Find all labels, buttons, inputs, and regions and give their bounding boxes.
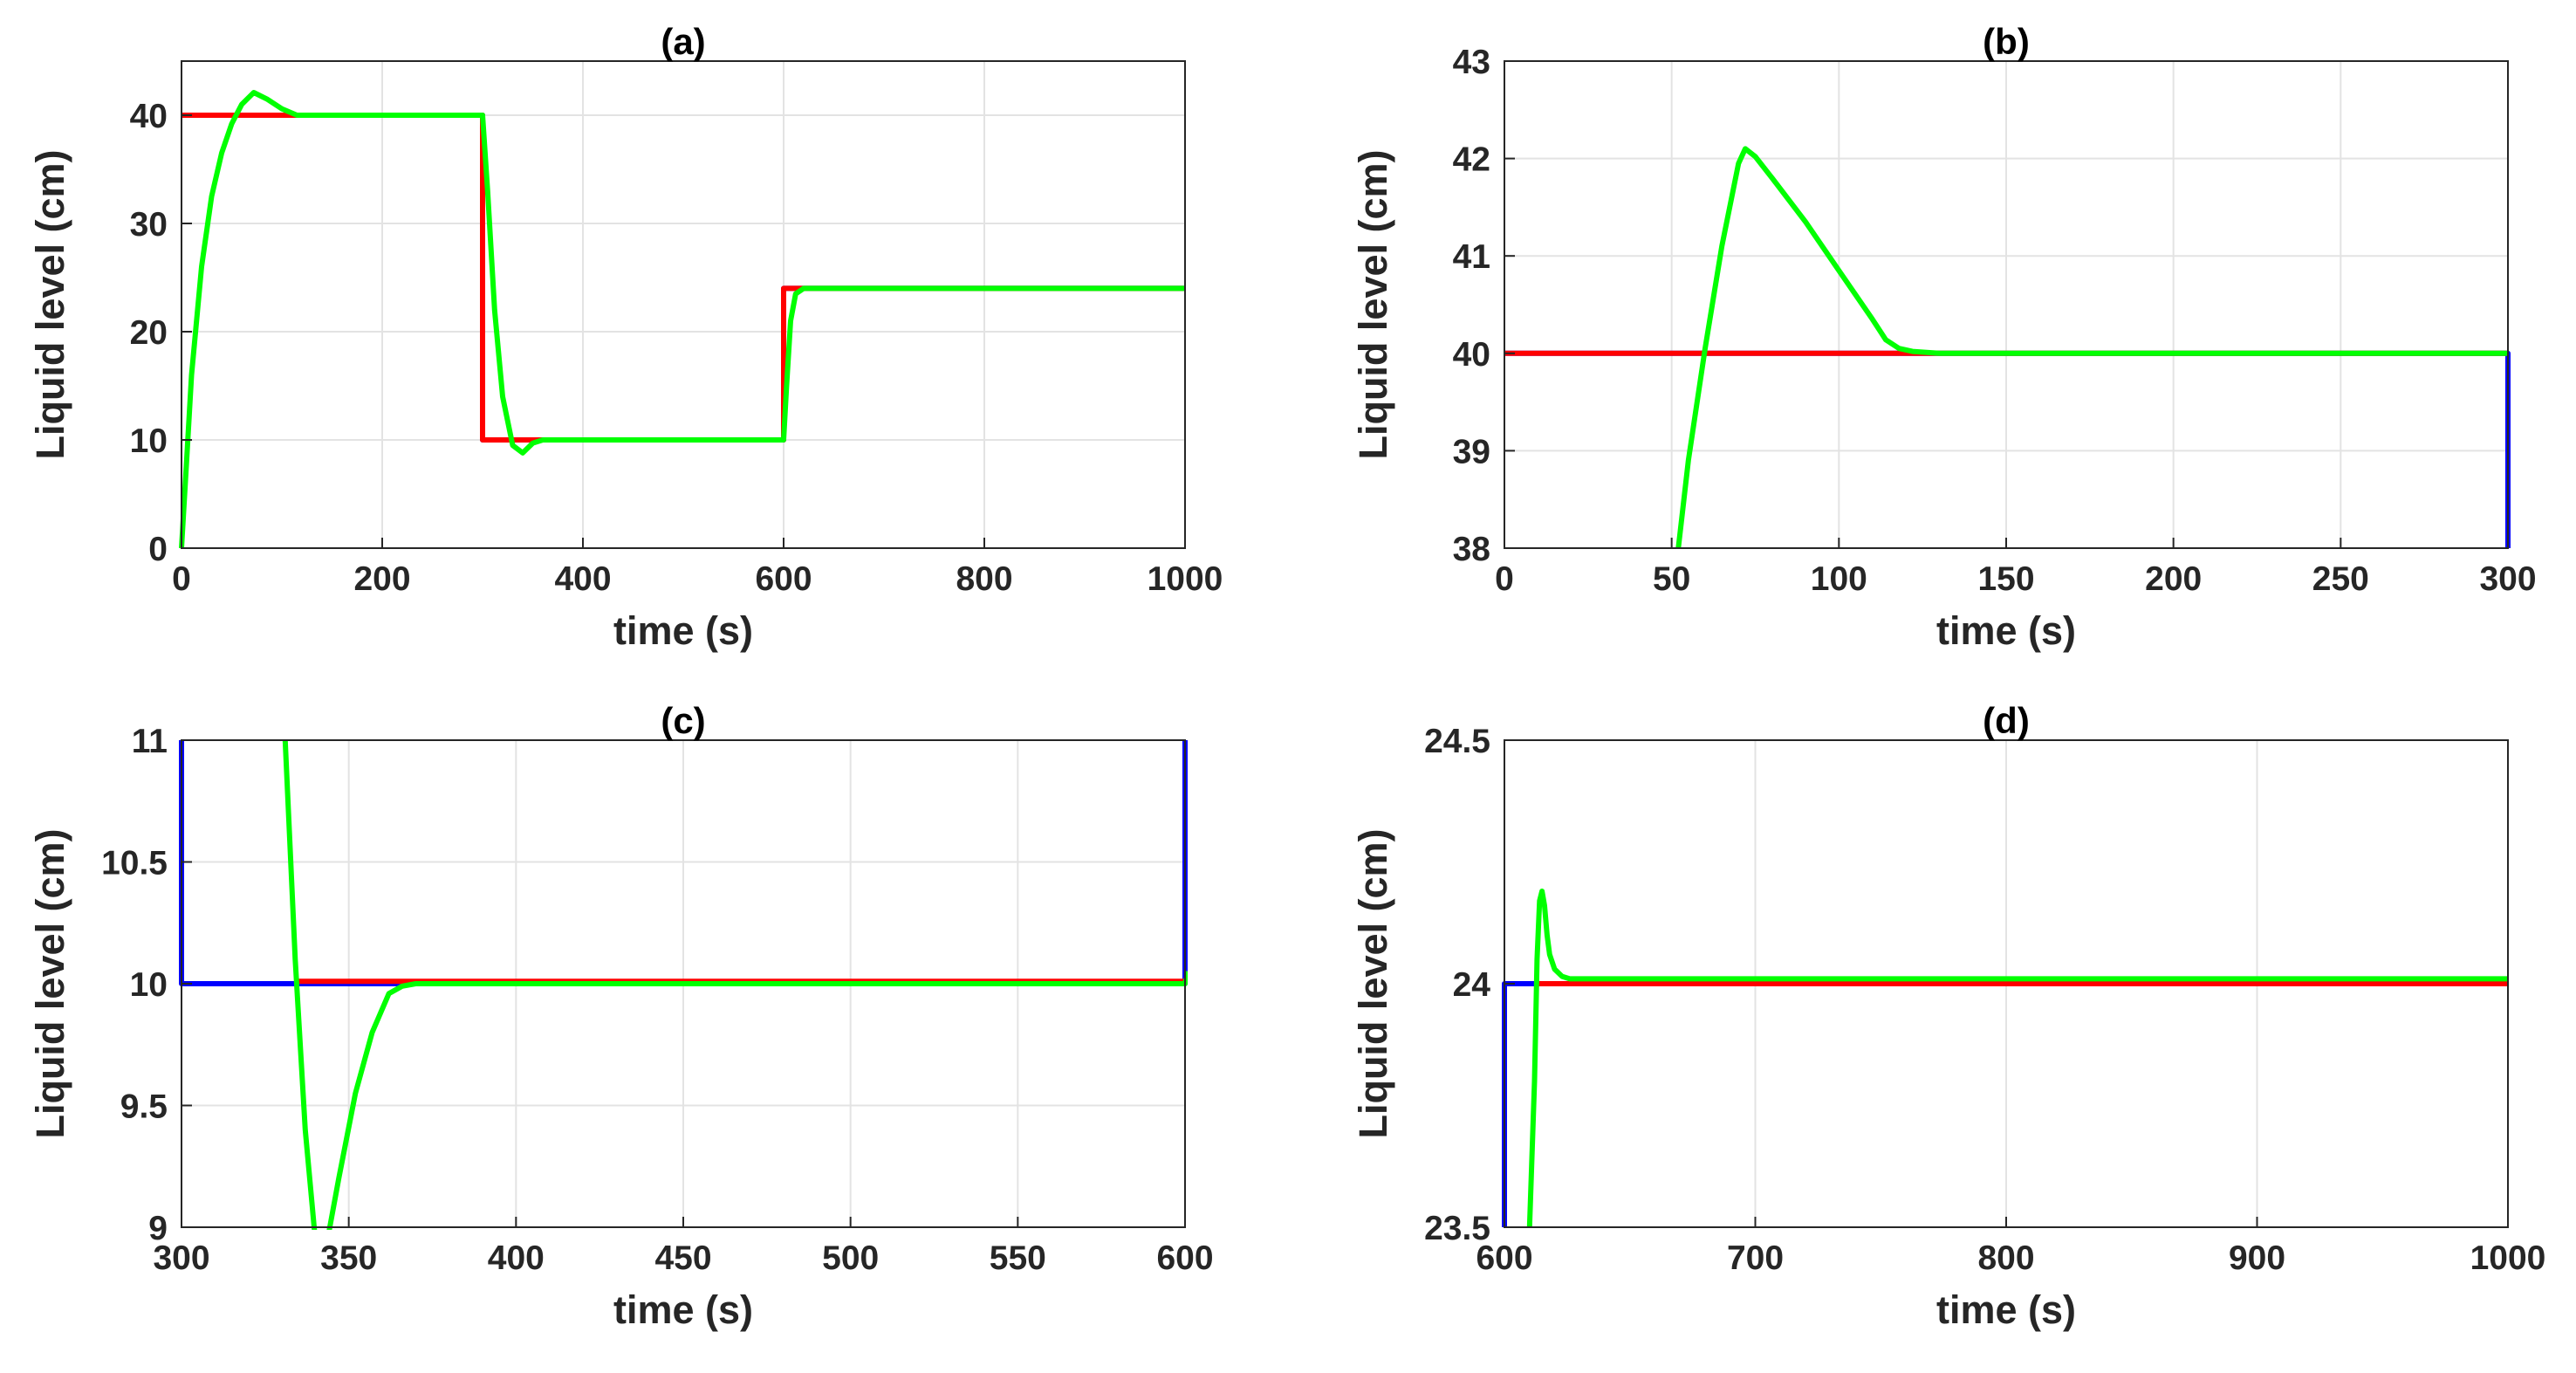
plot-area bbox=[182, 61, 1185, 548]
y-tick-label: 23.5 bbox=[1424, 1210, 1490, 1247]
x-tick-label: 900 bbox=[2229, 1239, 2285, 1277]
subplot-d: 600 700 800 900 1000 23.5 24 24.5 (d) time (s) Liq… bbox=[1351, 700, 2545, 1332]
y-tick-label: 43 bbox=[1453, 44, 1490, 81]
series-line-3 bbox=[1526, 889, 2508, 1228]
x-tick-label: 300 bbox=[2479, 560, 2536, 598]
y-axis-label: Liquid level (cm) bbox=[28, 149, 72, 459]
subplot-title: (d) bbox=[1983, 700, 2030, 741]
y-tick-label: 10 bbox=[130, 422, 168, 460]
subplot-c: 300 350 400 450 500 550 600 9 9.5 10 10.5 11 (c) time… bbox=[28, 700, 1214, 1332]
x-tick-label: 400 bbox=[554, 560, 611, 598]
x-tick-label: 1000 bbox=[1148, 560, 1223, 598]
x-tick-label: 500 bbox=[822, 1239, 879, 1277]
y-tick-label: 9.5 bbox=[120, 1088, 168, 1126]
x-axis-label: time (s) bbox=[613, 608, 753, 653]
x-tick-label: 300 bbox=[153, 1239, 209, 1277]
x-tick-label: 600 bbox=[1476, 1239, 1532, 1277]
x-axis-label: time (s) bbox=[613, 1287, 753, 1332]
y-tick-label: 24.5 bbox=[1424, 723, 1490, 760]
x-tick-label: 450 bbox=[654, 1239, 711, 1277]
x-tick-label: 800 bbox=[956, 560, 1012, 598]
y-tick-label: 9 bbox=[148, 1210, 168, 1247]
x-axis-label: time (s) bbox=[1936, 608, 2076, 653]
y-tick-label: 30 bbox=[130, 206, 168, 244]
subplot-title: (c) bbox=[661, 700, 705, 741]
y-tick-label: 40 bbox=[130, 98, 168, 135]
y-tick-label: 38 bbox=[1453, 531, 1490, 568]
x-tick-label: 100 bbox=[1811, 560, 1867, 598]
y-tick-label: 40 bbox=[1453, 336, 1490, 374]
x-tick-label: 1000 bbox=[2470, 1239, 2546, 1277]
x-tick-label: 800 bbox=[1977, 1239, 2034, 1277]
x-tick-label: 200 bbox=[353, 560, 410, 598]
x-tick-label: 400 bbox=[488, 1239, 545, 1277]
x-tick-label: 600 bbox=[1156, 1239, 1213, 1277]
x-tick-label: 0 bbox=[1495, 560, 1514, 598]
x-tick-label: 50 bbox=[1653, 560, 1690, 598]
y-tick-label: 0 bbox=[148, 531, 168, 568]
subplot-title: (b) bbox=[1983, 21, 2030, 62]
subplot-a: 0 200 400 600 800 1000 0 10 20 30 40 (a) time (s) Liq… bbox=[28, 21, 1223, 653]
y-axis-label: Liquid level (cm) bbox=[28, 828, 72, 1138]
x-tick-label: 200 bbox=[2145, 560, 2202, 598]
y-axis-label: Liquid level (cm) bbox=[1351, 149, 1395, 459]
y-axis-label: Liquid level (cm) bbox=[1351, 828, 1395, 1138]
y-tick-label: 39 bbox=[1453, 433, 1490, 470]
x-tick-label: 250 bbox=[2312, 560, 2369, 598]
x-tick-label: 350 bbox=[320, 1239, 377, 1277]
y-tick-label: 20 bbox=[130, 314, 168, 352]
x-tick-label: 700 bbox=[1727, 1239, 1784, 1277]
y-tick-label: 10 bbox=[130, 966, 168, 1004]
y-tick-label: 42 bbox=[1453, 141, 1490, 179]
y-tick-label: 41 bbox=[1453, 238, 1490, 276]
subplot-b: 0 50 100 150 200 250 300 38 39 40 41 42 43 (b) time (s… bbox=[1351, 21, 2537, 653]
x-tick-label: 600 bbox=[755, 560, 812, 598]
y-tick-label: 24 bbox=[1453, 966, 1491, 1004]
y-tick-label: 10.5 bbox=[101, 845, 168, 882]
x-tick-label: 0 bbox=[172, 560, 191, 598]
axes-frame bbox=[181, 60, 1186, 549]
series-line-3 bbox=[1675, 146, 2508, 549]
series-line-3 bbox=[179, 90, 1185, 549]
x-tick-label: 550 bbox=[990, 1239, 1046, 1277]
y-tick-label: 11 bbox=[132, 723, 168, 760]
series-line-3 bbox=[282, 739, 1188, 1230]
subplot-title: (a) bbox=[661, 21, 705, 62]
x-tick-label: 150 bbox=[1977, 560, 2034, 598]
x-axis-label: time (s) bbox=[1936, 1287, 2076, 1332]
